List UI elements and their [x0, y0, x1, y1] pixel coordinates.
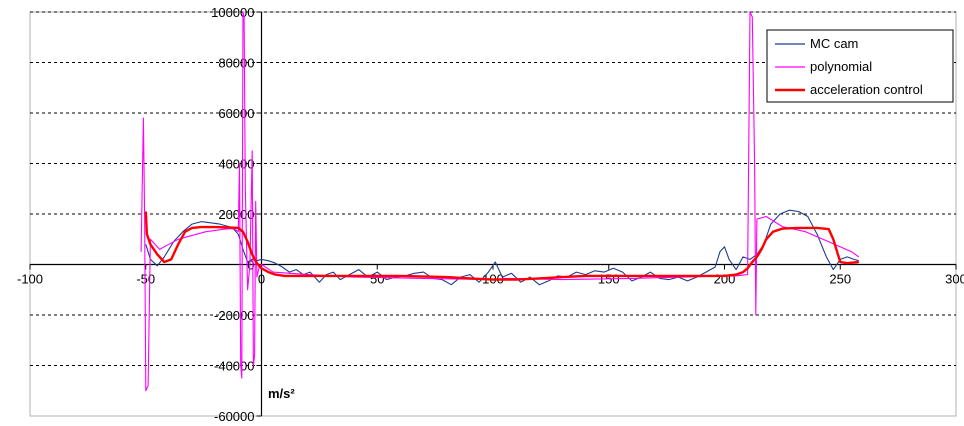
- y-tick-label: 0: [247, 258, 254, 273]
- y-tick-label: 40000: [218, 157, 254, 172]
- y-tick-label: 80000: [218, 56, 254, 71]
- x-tick-label: 200: [714, 272, 736, 287]
- legend-label-mc-cam: MC cam: [810, 36, 858, 51]
- y-tick-label: -60000: [214, 409, 254, 421]
- x-tick-labels: -100 -50 0 50 100 150 200 250 300: [17, 272, 964, 287]
- y-tick-labels: -60000 -40000 -20000 0 20000 40000 60000 80000 1…: [211, 5, 254, 424]
- series-line-mc-cam: [145, 209, 859, 286]
- y-tick-label: -40000: [214, 359, 254, 374]
- legend: MC cam polynomial acceleration control: [766, 29, 954, 103]
- x-tick-label: 300: [945, 272, 964, 287]
- x-tick-label: 50: [370, 272, 384, 287]
- x-tick-label: -100: [17, 272, 43, 287]
- y-tick-label: 20000: [218, 207, 254, 222]
- series-line-polynomial: [140, 11, 860, 392]
- legend-label-polynomial: polynomial: [810, 59, 872, 74]
- series-layer: [140, 11, 860, 392]
- y-axis-label: m/s²: [268, 386, 295, 401]
- y-tick-label: 100000: [211, 5, 254, 20]
- series-line-acceleration-control: [144, 211, 859, 281]
- y-tick-label: 60000: [218, 106, 254, 121]
- gridlines: [30, 11, 956, 366]
- x-tick-label: -50: [136, 272, 155, 287]
- x-tick-label: 250: [829, 272, 851, 287]
- y-tick-label: -20000: [214, 308, 254, 323]
- legend-label-acceleration-control: acceleration control: [810, 82, 923, 97]
- x-tick-label: 0: [258, 272, 265, 287]
